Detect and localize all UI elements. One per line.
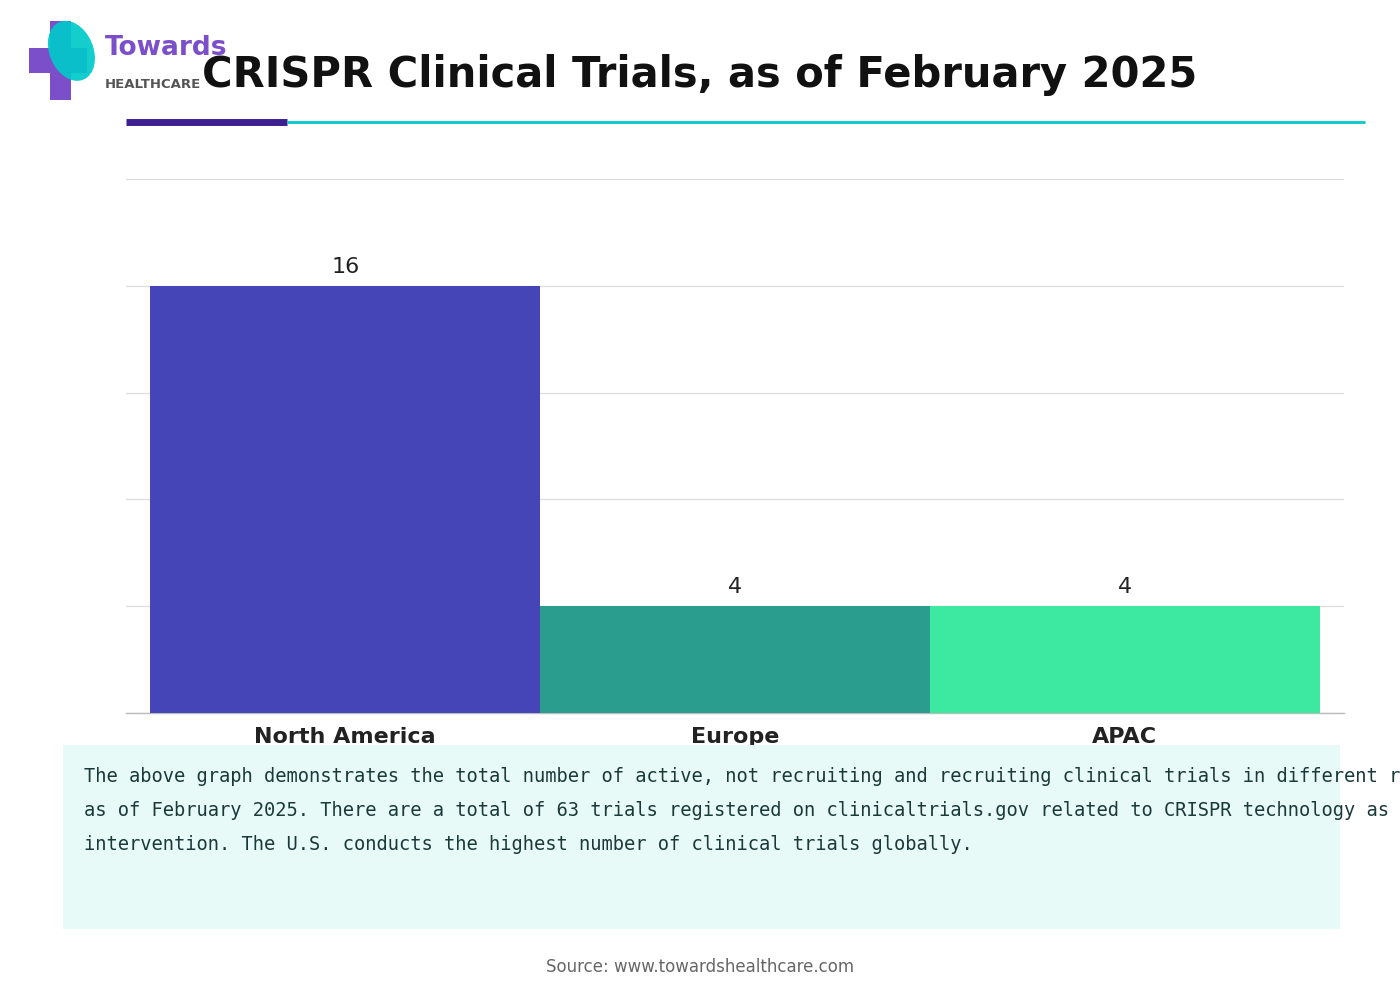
FancyBboxPatch shape — [29, 48, 87, 74]
Ellipse shape — [48, 21, 95, 81]
Bar — [540, 606, 930, 713]
Bar — [150, 286, 540, 713]
Text: 4: 4 — [1117, 577, 1131, 597]
Text: CRISPR Clinical Trials, as of February 2025: CRISPR Clinical Trials, as of February 2… — [203, 54, 1197, 96]
Text: 16: 16 — [332, 257, 360, 277]
Text: The above graph demonstrates the total number of active, not recruiting and recr: The above graph demonstrates the total n… — [84, 767, 1400, 853]
Text: 4: 4 — [728, 577, 742, 597]
Text: Source: www.towardshealthcare.com: Source: www.towardshealthcare.com — [546, 958, 854, 976]
Text: HEALTHCARE: HEALTHCARE — [105, 78, 202, 92]
Text: Towards: Towards — [105, 35, 227, 61]
Bar — [930, 606, 1320, 713]
FancyBboxPatch shape — [50, 21, 71, 101]
